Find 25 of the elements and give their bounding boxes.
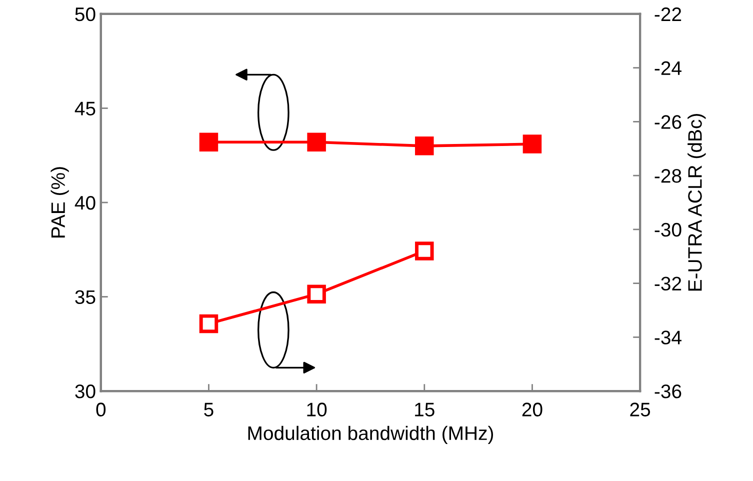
y-tick-label: 40 xyxy=(74,196,96,210)
y2-tick-label: -28 xyxy=(654,169,682,183)
y-tick-label: 50 xyxy=(75,7,96,22)
y2-tick-label: -34 xyxy=(654,330,682,344)
y2-tick-label: -26 xyxy=(654,115,682,129)
y2-tick-label: -32 xyxy=(654,276,682,291)
point xyxy=(415,242,434,260)
point xyxy=(307,284,326,304)
x-tick-label: 20 xyxy=(522,402,542,416)
y-tick-label: 45 xyxy=(74,102,96,116)
x-tick-label: 10 xyxy=(307,402,327,416)
y2-tick-label: -24 xyxy=(654,61,682,75)
x-axis-title: Modulation bandwidth (MHz) xyxy=(248,426,494,444)
point xyxy=(199,314,218,334)
y2-axis-title: E-UTRA ACLR (dBc) xyxy=(688,114,706,291)
y-axis-title: PAE (%) xyxy=(50,167,69,238)
x-tick-label: 15 xyxy=(415,402,434,416)
y-tick-label: 35 xyxy=(75,290,96,304)
x-tick-label: 5 xyxy=(204,402,214,416)
y2-tick-label: -36 xyxy=(654,384,682,398)
y2-tick-label: -30 xyxy=(654,222,682,237)
x-tick-label: 0 xyxy=(96,402,106,416)
y-tick-label: 30 xyxy=(75,384,96,398)
x-tick-label: 25 xyxy=(630,402,650,416)
y2-tick-label: -22 xyxy=(654,7,682,21)
